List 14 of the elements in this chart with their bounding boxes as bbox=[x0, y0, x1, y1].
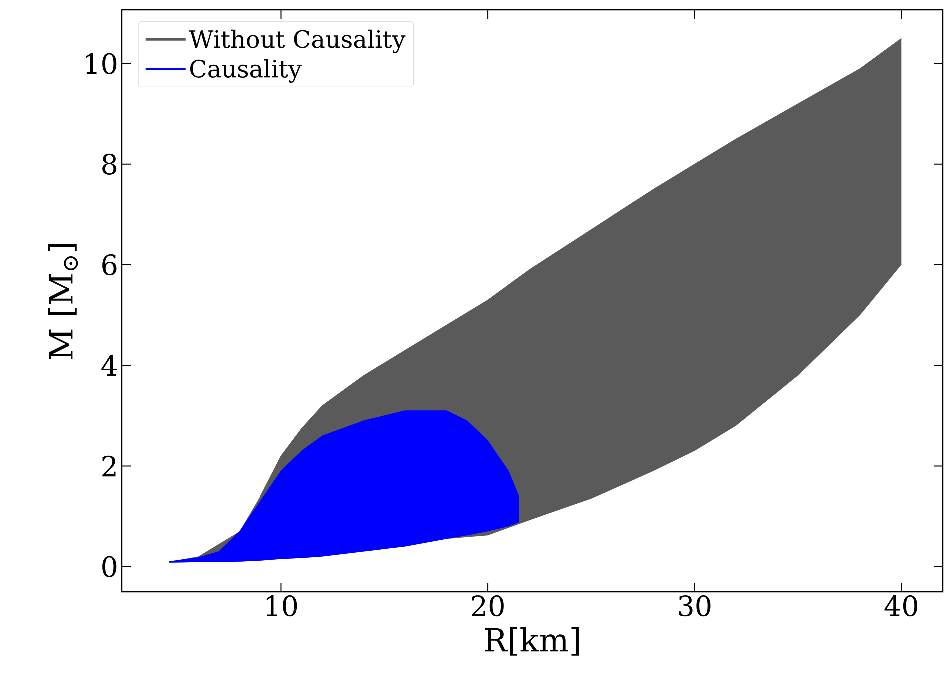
x-tick-label: 40 bbox=[884, 596, 918, 617]
x-axis-title: R[km] bbox=[485, 627, 579, 656]
y-tick-label: 10 bbox=[86, 53, 117, 74]
x-tick-label: 30 bbox=[679, 596, 711, 617]
y-tick-label: 2 bbox=[102, 456, 116, 477]
x-tick-label: 20 bbox=[472, 596, 504, 617]
x-tick-label: 10 bbox=[266, 596, 298, 617]
y-tick-label: 0 bbox=[102, 556, 117, 578]
y-tick-label: 4 bbox=[102, 355, 118, 376]
legend-label: Causality bbox=[190, 59, 302, 83]
y-tick-label: 6 bbox=[102, 254, 117, 276]
legend-label: Without Causality bbox=[189, 30, 406, 54]
y-axis-title: M [M$_{⊙}$] bbox=[48, 244, 78, 360]
y-tick-label: 8 bbox=[102, 154, 117, 175]
